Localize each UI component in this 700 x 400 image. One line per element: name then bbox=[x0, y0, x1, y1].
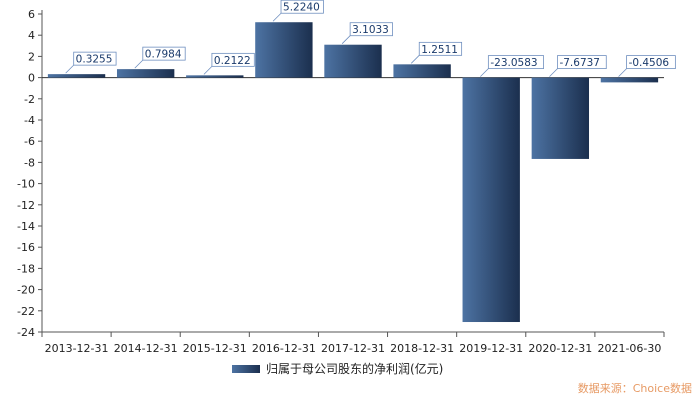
legend-swatch bbox=[232, 365, 260, 373]
data-label: -23.0583 bbox=[490, 57, 537, 69]
data-label: 0.3255 bbox=[76, 54, 113, 66]
data-label-box bbox=[626, 55, 676, 69]
legend-label: 归属于母公司股东的净利润(亿元) bbox=[266, 361, 443, 376]
y-tick-label: -12 bbox=[17, 199, 35, 212]
y-tick-label: -18 bbox=[17, 262, 35, 275]
data-label-leader bbox=[203, 66, 213, 75]
bar bbox=[116, 69, 175, 78]
x-tick-label: 2015-12-31 bbox=[183, 342, 247, 355]
data-label-leader bbox=[618, 68, 627, 77]
data-label-leader bbox=[410, 55, 420, 64]
data-label-leader bbox=[272, 12, 282, 22]
data-label: 3.1033 bbox=[352, 24, 389, 36]
data-label-box bbox=[211, 52, 255, 67]
data-label-leader bbox=[341, 35, 351, 44]
bars bbox=[47, 22, 659, 323]
data-label-leader bbox=[65, 64, 74, 74]
x-tick-label: 2021-06-30 bbox=[597, 342, 661, 355]
y-tick-label: -24 bbox=[17, 326, 35, 339]
bar bbox=[255, 22, 313, 78]
y-tick-label: -22 bbox=[17, 305, 35, 318]
data-label-box bbox=[557, 55, 607, 69]
data-label-box bbox=[142, 46, 186, 61]
data-label-box bbox=[349, 22, 393, 37]
legend: 归属于母公司股东的净利润(亿元) bbox=[232, 361, 443, 376]
y-tick-label: -10 bbox=[17, 178, 35, 191]
x-tick-label: 2017-12-31 bbox=[321, 342, 385, 355]
data-label-box bbox=[418, 41, 463, 56]
y-tick-label: 6 bbox=[28, 8, 35, 21]
y-tick-label: 2 bbox=[28, 50, 35, 63]
y-tick-label: -2 bbox=[24, 93, 35, 106]
data-label-leader bbox=[134, 59, 144, 69]
bar bbox=[186, 75, 244, 78]
y-tick-label: -6 bbox=[24, 135, 35, 148]
x-tick-label: 2014-12-31 bbox=[114, 342, 178, 355]
x-tick-label: 2016-12-31 bbox=[252, 342, 316, 355]
y-tick-label: -16 bbox=[17, 241, 35, 254]
bar bbox=[324, 44, 382, 78]
data-labels: 0.3255 0.7984 0.2122 5.2240 3.1033 1.2511 -23.… bbox=[65, 0, 676, 77]
bar bbox=[531, 77, 590, 159]
bar bbox=[600, 77, 659, 83]
data-label-leader bbox=[480, 68, 489, 77]
data-label: 5.2240 bbox=[283, 2, 320, 14]
x-tick-label: 2019-12-31 bbox=[459, 342, 523, 355]
data-label: 1.2511 bbox=[421, 44, 458, 56]
data-label-box bbox=[487, 55, 544, 69]
y-tick-label: 0 bbox=[28, 72, 35, 85]
y-tick-label: -14 bbox=[17, 220, 35, 233]
data-label: -7.6737 bbox=[559, 57, 600, 69]
y-tick-label: 4 bbox=[28, 29, 35, 42]
x-tick-label: 2013-12-31 bbox=[45, 342, 109, 355]
bar bbox=[462, 77, 520, 323]
y-tick-label: -20 bbox=[17, 284, 35, 297]
data-label: 0.7984 bbox=[145, 49, 182, 61]
y-tick-label: -8 bbox=[24, 156, 35, 169]
x-tick-label: 2018-12-31 bbox=[390, 342, 454, 355]
data-label-box bbox=[73, 51, 117, 66]
y-tick-label: -4 bbox=[24, 114, 35, 127]
x-tick-label: 2020-12-31 bbox=[528, 342, 592, 355]
data-label: -0.4506 bbox=[629, 57, 670, 69]
data-label: 0.2122 bbox=[214, 55, 251, 67]
data-label-box bbox=[280, 0, 324, 14]
bar bbox=[393, 64, 451, 78]
bar bbox=[47, 74, 106, 78]
source-text: 数据来源：Choice数据 bbox=[577, 382, 692, 395]
data-label-leader bbox=[549, 68, 558, 77]
